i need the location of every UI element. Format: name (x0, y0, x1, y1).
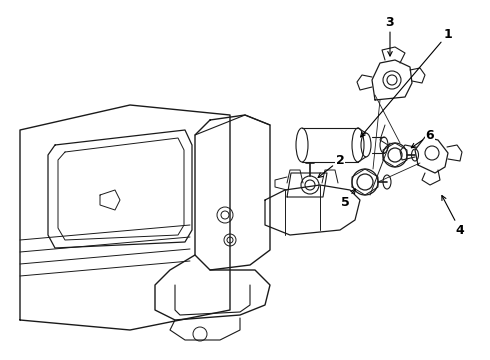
Text: 3: 3 (386, 15, 394, 56)
Text: 5: 5 (341, 189, 355, 208)
Text: 6: 6 (411, 129, 434, 148)
Text: 1: 1 (361, 27, 452, 137)
Text: 4: 4 (442, 195, 465, 237)
Text: 2: 2 (318, 153, 344, 177)
